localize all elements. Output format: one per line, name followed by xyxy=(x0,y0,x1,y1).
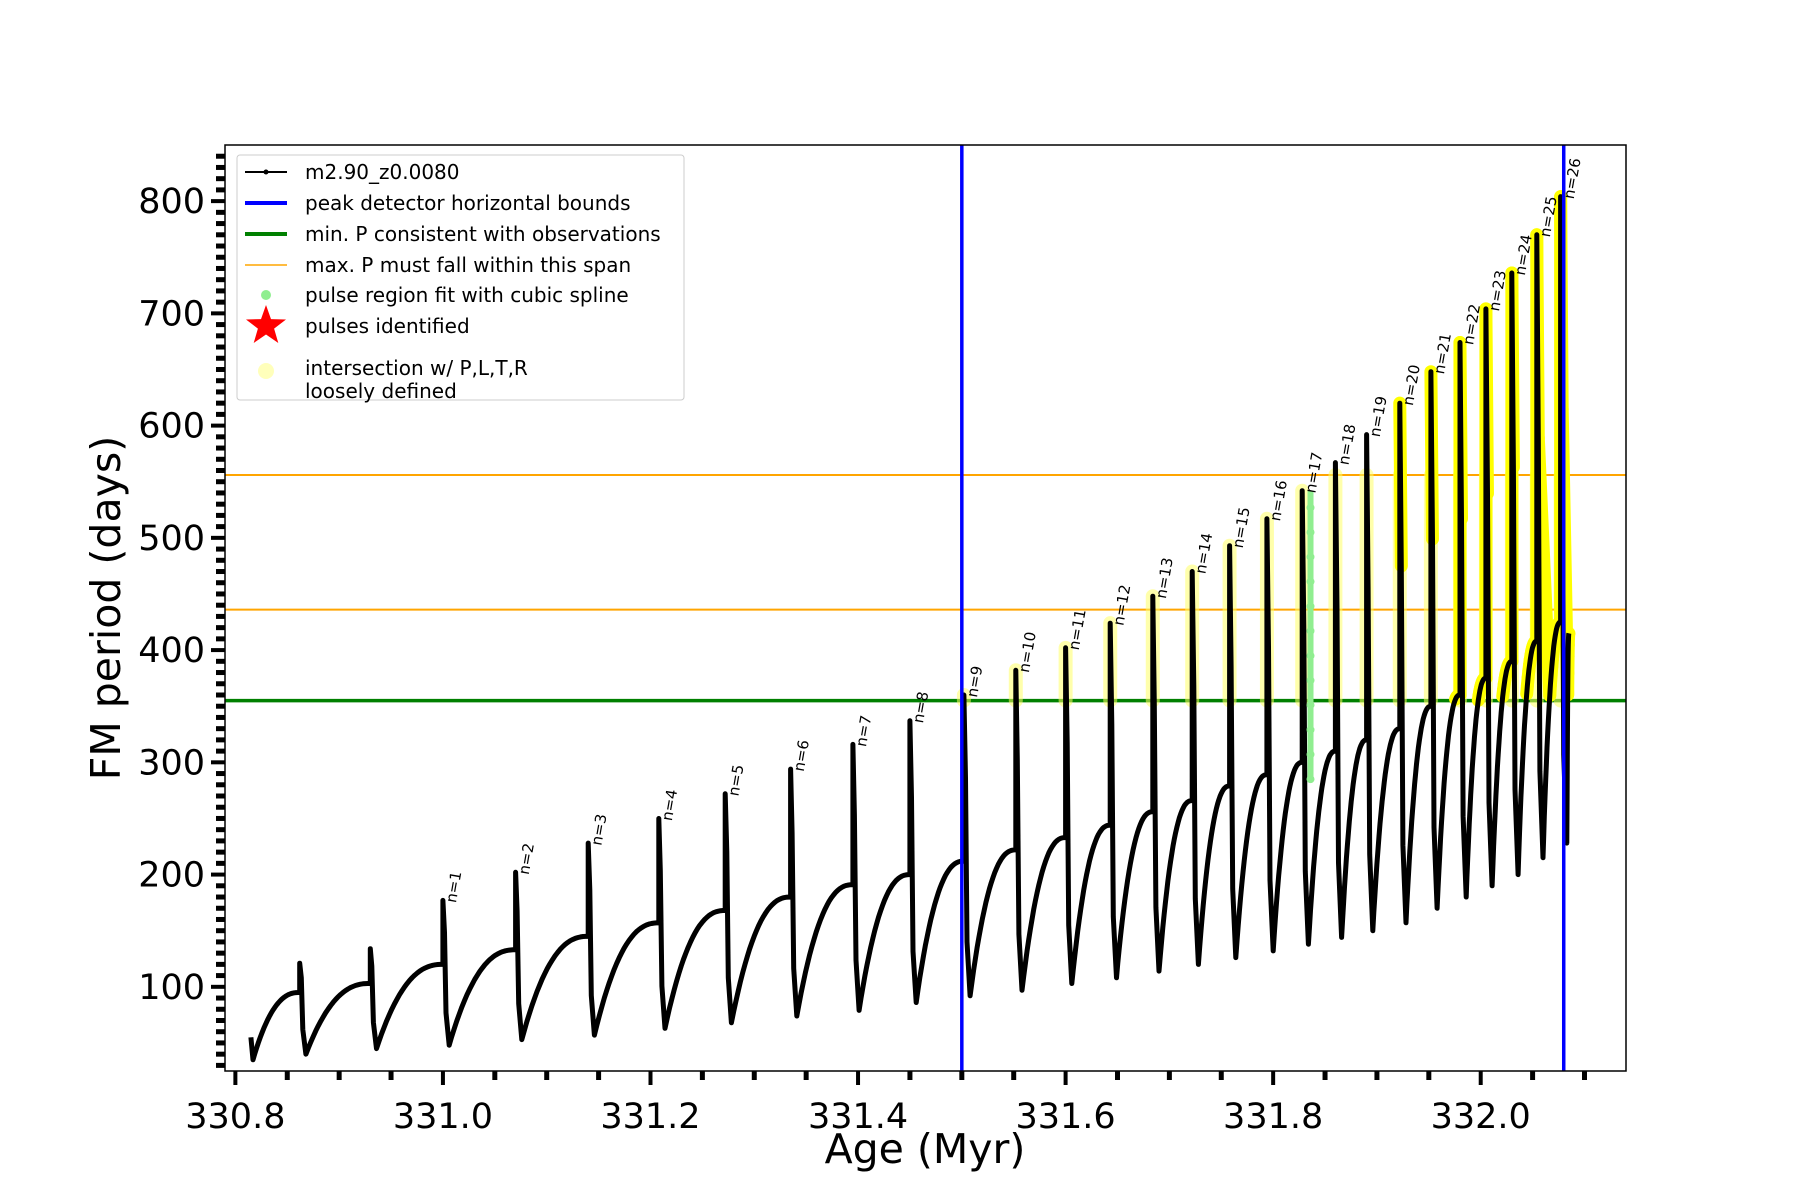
y-tick-label: 800 xyxy=(138,182,205,222)
pulse-label-n5: n=5 xyxy=(724,763,747,797)
x-axis-label: Age (Myr) xyxy=(825,1125,1026,1173)
spline-dot xyxy=(1306,503,1315,512)
horizontal-reference-lines xyxy=(225,473,1626,703)
pulse-label-n2: n=2 xyxy=(515,842,538,876)
pulse-label-n3: n=3 xyxy=(587,813,610,847)
x-axis-ticks: 330.8 331.0 331.2 331.4 331.6 331.8 332.0 xyxy=(185,1071,1587,1137)
x-tick-label: 331.0 xyxy=(393,1097,493,1137)
spline-dot xyxy=(1306,577,1315,586)
vertical-bound-lines xyxy=(960,145,1566,1071)
legend-marker xyxy=(263,169,269,175)
spline-dot xyxy=(1306,651,1315,660)
spline-dot xyxy=(1306,552,1315,561)
y-axis-ticks: 100 200 300 400 500 600 700 800 xyxy=(138,153,225,1068)
y-tick-label: 500 xyxy=(138,519,205,559)
x-tick-label: 330.8 xyxy=(185,1097,285,1137)
y-tick-label: 100 xyxy=(138,968,205,1008)
y-tick-label: 200 xyxy=(138,856,205,896)
legend-label: pulses identified xyxy=(305,314,470,338)
y-axis-label: FM period (days) xyxy=(82,436,130,780)
spline-dot xyxy=(1306,602,1315,611)
legend-label-2: loosely defined xyxy=(305,379,457,403)
x-tick-label: 331.4 xyxy=(808,1097,908,1137)
y-tick-label: 300 xyxy=(138,743,205,783)
legend-entry-5: pulses identified xyxy=(246,305,470,343)
legend-label: peak detector horizontal bounds xyxy=(305,191,631,215)
legend-label: max. P must fall within this span xyxy=(305,253,631,277)
pulse-label-n8: n=8 xyxy=(909,690,932,724)
x-tick-label: 332.0 xyxy=(1431,1097,1531,1137)
y-tick-label: 600 xyxy=(138,407,205,447)
pulse-label-n1: n=1 xyxy=(442,870,465,904)
y-tick-label: 700 xyxy=(138,294,205,334)
pulse-label-n6: n=6 xyxy=(790,739,813,773)
legend-entry-3: max. P must fall within this span xyxy=(245,253,631,277)
legend-entry-1: peak detector horizontal bounds xyxy=(245,191,631,215)
cubic-spline-region xyxy=(1306,490,1315,784)
spline-dot xyxy=(1306,627,1315,636)
legend-star xyxy=(246,305,286,343)
legend-entry-0: m2.90_z0.0080 xyxy=(245,160,460,184)
legend-label: m2.90_z0.0080 xyxy=(305,160,460,184)
legend-entry-4: pulse region fit with cubic spline xyxy=(261,283,629,307)
pulse-label-n9: n=9 xyxy=(963,664,986,698)
y-tick-label: 400 xyxy=(138,631,205,671)
legend-label: min. P consistent with observations xyxy=(305,222,661,246)
spline-dot xyxy=(1306,725,1315,734)
series-line xyxy=(248,194,1572,1063)
spline-dot xyxy=(1306,775,1315,784)
pulse-label-n4: n=4 xyxy=(658,788,681,822)
spline-dot xyxy=(1306,676,1315,685)
x-tick-label: 331.2 xyxy=(600,1097,700,1137)
legend-dot xyxy=(261,290,271,300)
plot-frame xyxy=(224,144,1627,1072)
x-tick-label: 331.8 xyxy=(1223,1097,1323,1137)
spline-dot xyxy=(1306,750,1315,759)
period-series xyxy=(248,194,1572,1063)
spline-dot xyxy=(1306,528,1315,537)
legend-label: intersection w/ P,L,T,R xyxy=(305,356,528,380)
spline-dot xyxy=(1306,701,1315,710)
pulse-label-n7: n=7 xyxy=(852,714,875,748)
legend-dot xyxy=(258,363,274,379)
legend-label: pulse region fit with cubic spline xyxy=(305,283,629,307)
legend-frame xyxy=(236,154,685,401)
x-tick-label: 331.6 xyxy=(1015,1097,1115,1137)
legend-entry-2: min. P consistent with observations xyxy=(245,222,661,246)
